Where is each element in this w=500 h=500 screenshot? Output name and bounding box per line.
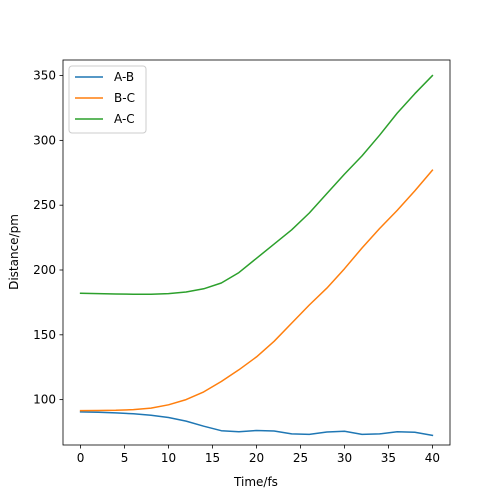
legend-label-a-b: A-B <box>114 70 134 84</box>
legend-label-b-c: B-C <box>114 91 135 105</box>
y-tick-label: 200 <box>33 263 56 277</box>
x-tick-label: 10 <box>161 451 176 465</box>
y-tick-label: 350 <box>33 69 56 83</box>
y-tick-label: 150 <box>33 328 56 342</box>
series-layer <box>79 74 434 437</box>
x-tick-label: 25 <box>293 451 308 465</box>
y-axis-label: Distance/pm <box>7 214 21 290</box>
legend-box <box>68 65 147 134</box>
legend-label-a-c: A-C <box>114 112 135 126</box>
legend: A-B B-C A-C <box>68 65 147 134</box>
x-axis-label: Time/fs <box>233 475 278 489</box>
y-tick-label: 100 <box>33 393 56 407</box>
x-tick-label: 40 <box>425 451 440 465</box>
series-line-b-c <box>79 169 434 412</box>
ticks-layer: 0 5 10 15 20 25 30 35 40 100 150 200 250 300 350 <box>33 69 440 465</box>
y-tick-label: 250 <box>33 198 56 212</box>
series-line-a-b <box>79 411 434 437</box>
series-line-a-c <box>79 74 434 295</box>
x-tick-label: 30 <box>337 451 352 465</box>
x-tick-label: 5 <box>121 451 129 465</box>
y-tick-label: 300 <box>33 133 56 147</box>
plot-frame <box>62 59 451 446</box>
x-tick-label: 20 <box>249 451 264 465</box>
x-tick-label: 0 <box>77 451 85 465</box>
x-tick-label: 15 <box>205 451 220 465</box>
x-tick-label: 35 <box>381 451 396 465</box>
